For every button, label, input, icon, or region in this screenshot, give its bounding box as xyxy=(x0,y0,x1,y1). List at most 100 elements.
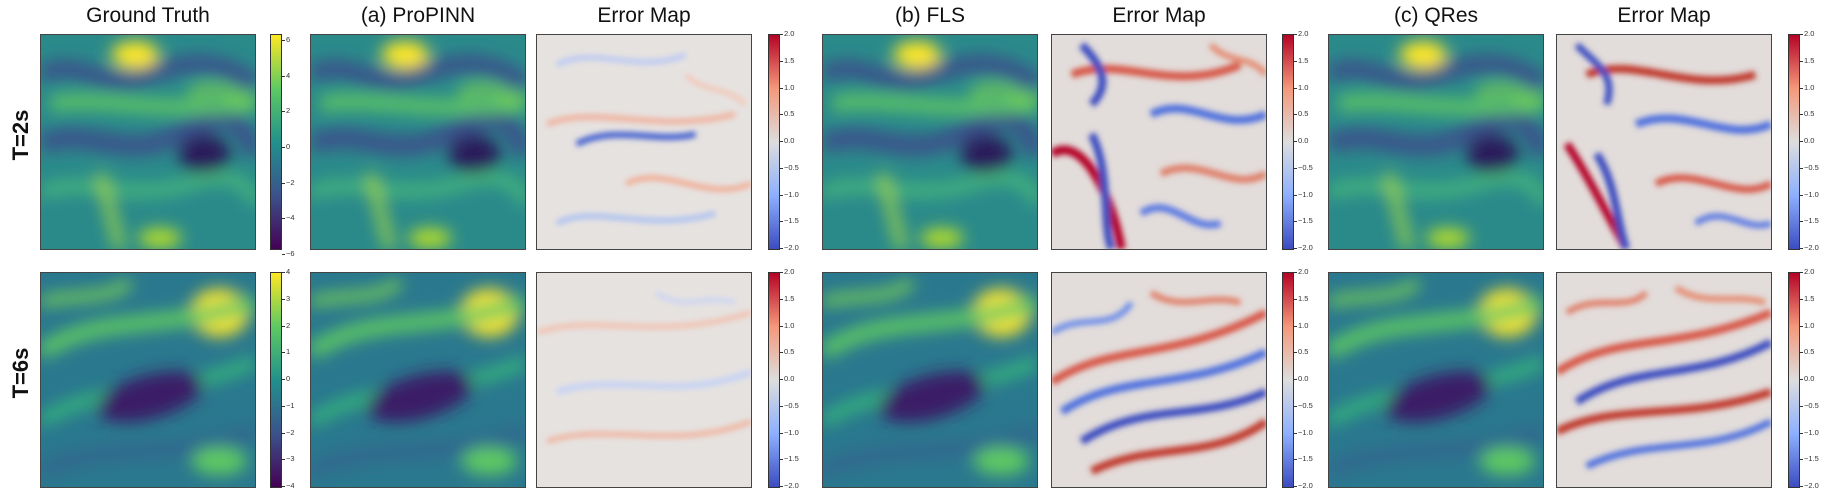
colorbar-error-t6-tickmark xyxy=(1294,272,1297,273)
colorbar-error-t2-tick-label: −2.0 xyxy=(784,243,799,252)
colorbar-error-t2-tickmark xyxy=(780,141,783,142)
colorbar-error-t2-tick-label: 0.0 xyxy=(1804,136,1815,145)
colorbar-error-t6-tickmark xyxy=(1294,325,1297,327)
colorbar-error-t2-tickmark xyxy=(1294,34,1297,35)
panel-propinn-t2 xyxy=(310,34,526,250)
panel-error-qres-t2 xyxy=(1556,34,1772,250)
title-qres: (c) QRes xyxy=(1394,4,1478,27)
colorbar-error-t6-tick-label: 0.0 xyxy=(784,374,795,383)
colorbar-ground-truth-t2-tickmark xyxy=(282,40,285,41)
row-label-t2: T=2s xyxy=(8,109,33,161)
title-error-map-fls: Error Map xyxy=(1112,4,1206,27)
colorbar-error-t6-tickmark xyxy=(1800,379,1803,380)
colorbar-ground-truth-t2-tickmark xyxy=(282,218,285,220)
colorbar-error-t2-tick-label: 1.5 xyxy=(1298,55,1309,65)
colorbar-error-fls-t6 xyxy=(1282,272,1294,488)
colorbar-error-t6-tick-label: 2.0 xyxy=(1298,267,1309,276)
colorbar-error-t6-tick-label: −2.0 xyxy=(1804,481,1819,490)
colorbar-error-t6-tickmark xyxy=(1800,325,1803,327)
colorbar-error-t6-tickmark xyxy=(1294,432,1297,434)
colorbar-error-t2-tickmark xyxy=(1294,60,1297,62)
colorbar-ground-truth-t6-tickmark xyxy=(282,432,285,434)
colorbar-error-t6-tick-label: −2.0 xyxy=(784,481,799,490)
colorbar-ground-truth-t6-tick-label: 4 xyxy=(286,267,291,276)
title-propinn: (a) ProPINN xyxy=(360,4,476,27)
colorbar-error-t6-tick-label: 1.5 xyxy=(1804,293,1815,303)
panel-fls-t2 xyxy=(822,34,1038,250)
colorbar-ground-truth-t6-tick-label: −3 xyxy=(286,454,295,464)
colorbar-error-t6-tick-label: −1.0 xyxy=(1804,427,1819,437)
colorbar-error-t6-tickmark xyxy=(1294,298,1297,300)
colorbar-error-t2-tickmark xyxy=(1800,248,1803,249)
colorbar-error-t6-tick-label: −1.0 xyxy=(1298,427,1313,437)
colorbar-ground-truth-t6-tickmark xyxy=(282,352,285,354)
panel-ground-truth-t6 xyxy=(40,272,256,488)
colorbar-error-fls-t2 xyxy=(1282,34,1294,250)
colorbar-ground-truth-t6-tick-label: −1 xyxy=(286,400,295,410)
colorbar-error-t6-tick-label: −1.0 xyxy=(784,427,799,437)
colorbar-ground-truth-t6-tick-label: 2 xyxy=(286,320,291,330)
colorbar-error-t2-tick-label: 0.5 xyxy=(1804,109,1815,119)
colorbar-error-t2-tickmark xyxy=(780,167,783,169)
colorbar-error-t2-tickmark xyxy=(1294,167,1297,169)
colorbar-error-t6-tick-label: 0.0 xyxy=(1804,374,1815,383)
colorbar-error-qres-t2 xyxy=(1788,34,1800,250)
colorbar-ground-truth-t6-tick-label: −4 xyxy=(286,481,295,490)
colorbar-ground-truth-t2-tickmark xyxy=(282,147,285,148)
colorbar-error-t6-tick-label: 0.5 xyxy=(784,347,795,357)
colorbar-ground-truth-t2 xyxy=(270,34,282,250)
panel-qres-t6 xyxy=(1328,272,1544,488)
colorbar-error-t2-tick-label: 1.0 xyxy=(784,82,795,92)
colorbar-error-t2-tick-label: −2.0 xyxy=(1804,243,1819,252)
colorbar-error-t2-tick-label: 1.0 xyxy=(1298,82,1309,92)
colorbar-error-t6-tickmark xyxy=(1800,352,1803,354)
colorbar-error-t2-tick-label: 0.0 xyxy=(784,136,795,145)
panel-qres-t2 xyxy=(1328,34,1544,250)
colorbar-error-t2-tickmark xyxy=(780,60,783,62)
colorbar-error-t2-tickmark xyxy=(1800,87,1803,89)
colorbar-error-t6-tickmark xyxy=(1294,459,1297,461)
colorbar-error-t2-tick-label: 2.0 xyxy=(1804,29,1815,38)
colorbar-error-t6-tickmark xyxy=(780,405,783,407)
colorbar-error-propinn-t2 xyxy=(768,34,780,250)
panel-propinn-t6 xyxy=(310,272,526,488)
colorbar-error-t2-tick-label: 0.5 xyxy=(1298,109,1309,119)
colorbar-error-t2-tickmark xyxy=(1800,141,1803,142)
colorbar-error-t2-tickmark xyxy=(1294,221,1297,223)
colorbar-error-propinn-t6 xyxy=(768,272,780,488)
colorbar-error-t6-tickmark xyxy=(780,272,783,273)
colorbar-ground-truth-t2-tickmark xyxy=(282,75,285,77)
colorbar-error-t6-tickmark xyxy=(780,459,783,461)
colorbar-error-t6-tick-label: 0.5 xyxy=(1804,347,1815,357)
colorbar-error-t6-tick-label: 0.0 xyxy=(1298,374,1309,383)
colorbar-error-t6-tickmark xyxy=(1294,405,1297,407)
colorbar-ground-truth-t6-tickmark xyxy=(282,325,285,327)
colorbar-ground-truth-t2-tick-label: 2 xyxy=(286,106,291,116)
colorbar-error-t2-tick-label: −1.0 xyxy=(1804,189,1819,199)
colorbar-error-t2-tick-label: −2.0 xyxy=(1298,243,1313,252)
colorbar-error-t6-tick-label: 2.0 xyxy=(1804,267,1815,276)
panel-error-fls-t2 xyxy=(1051,34,1267,250)
colorbar-error-t6-tickmark xyxy=(780,298,783,300)
colorbar-error-t2-tickmark xyxy=(1800,34,1803,35)
colorbar-error-t6-tick-label: −0.5 xyxy=(1804,400,1819,410)
colorbar-ground-truth-t2-tick-label: −6 xyxy=(286,249,295,258)
colorbar-ground-truth-t2-tickmark xyxy=(282,182,285,184)
colorbar-error-t2-tickmark xyxy=(780,194,783,196)
colorbar-error-t2-tickmark xyxy=(1294,87,1297,89)
colorbar-error-t2-tickmark xyxy=(780,248,783,249)
title-error-map-qres: Error Map xyxy=(1617,4,1711,27)
colorbar-error-t6-tickmark xyxy=(780,432,783,434)
colorbar-error-t6-tick-label: 2.0 xyxy=(784,267,795,276)
colorbar-ground-truth-t2-tick-label: 6 xyxy=(286,35,291,44)
colorbar-error-t6-tick-label: −2.0 xyxy=(1298,481,1313,490)
colorbar-error-t2-tick-label: −1.5 xyxy=(1804,216,1819,226)
colorbar-ground-truth-t6-tickmark xyxy=(282,298,285,300)
colorbar-ground-truth-t2-tick-label: 0 xyxy=(286,142,291,151)
colorbar-error-t6-tick-label: 0.5 xyxy=(1298,347,1309,357)
colorbar-error-t6-tickmark xyxy=(1294,379,1297,380)
colorbar-error-t6-tickmark xyxy=(780,379,783,380)
panel-error-propinn-t2 xyxy=(536,34,752,250)
colorbar-error-t6-tickmark xyxy=(1800,272,1803,273)
colorbar-error-t2-tick-label: 1.5 xyxy=(1804,55,1815,65)
